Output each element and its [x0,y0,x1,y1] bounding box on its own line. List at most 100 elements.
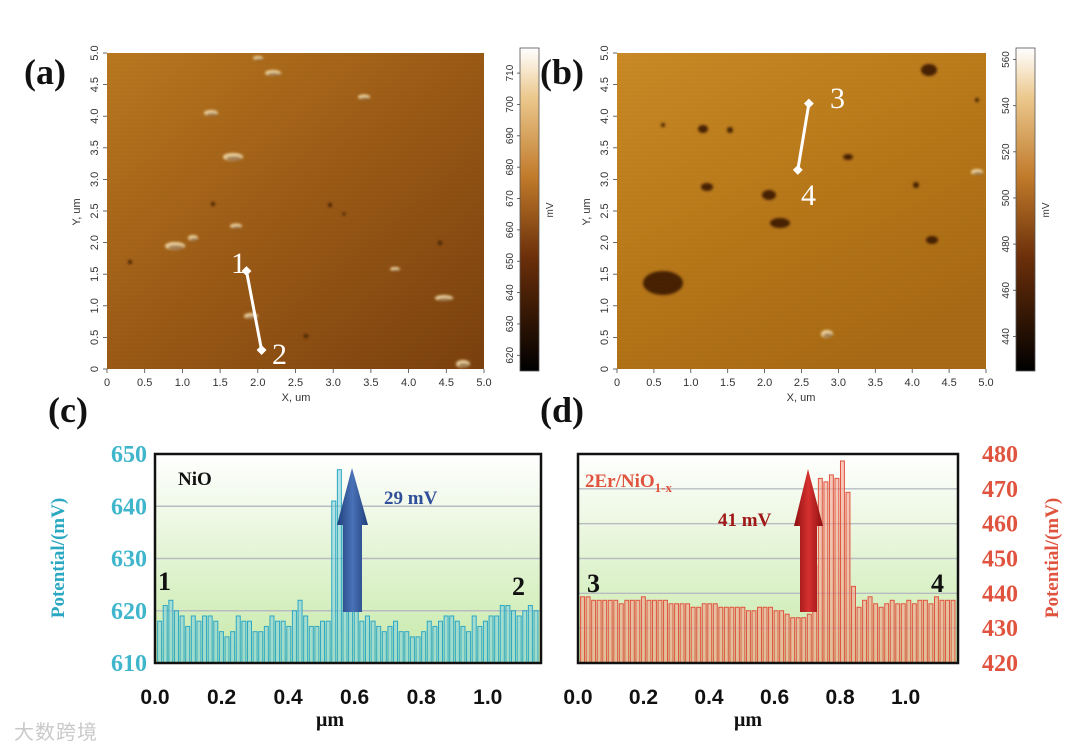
bar [651,599,657,664]
afm-a-x-axis-label: X, um [282,392,311,404]
chart-c-frame [153,452,543,665]
y-tick-label: 2.0 [599,235,611,250]
x-tick-label: 0.5 [646,377,661,389]
bar [845,491,851,664]
particle-shadow [255,58,263,61]
bar [235,615,241,664]
x-tick-label: 3.0 [326,377,341,389]
bar [801,617,807,664]
x-tick-label: 3.5 [363,377,378,389]
marker-label-2: 2 [272,338,287,371]
bar [325,620,331,664]
bar [745,610,751,664]
y-tick-label: 0.5 [89,330,101,345]
bar [381,631,387,664]
bar [494,615,500,664]
particle [762,190,776,200]
particle [643,271,683,295]
x-tick-label: 0.4 [274,686,304,709]
bar [359,620,365,664]
panel-label-d: (d) [540,390,584,430]
bar [895,603,901,664]
particle [926,236,938,244]
particle [304,334,308,338]
panel-label-c: (c) [48,390,88,430]
profile-marker-2 [256,345,267,355]
bar [878,606,884,664]
x-tick-label: 2.5 [288,377,303,389]
bar [471,615,477,664]
y-tick-label: 650 [111,442,147,468]
bar [404,631,410,664]
bar [263,625,269,664]
bar [928,603,934,664]
bar [657,599,663,664]
chart-c-start-label: 1 [158,567,171,596]
particle [698,125,708,133]
bar [884,603,890,664]
y-tick-label: 5.0 [599,45,611,60]
profile-line-b [796,103,811,171]
x-tick-label: 1.0 [683,377,698,389]
bar [690,606,696,664]
particle-shadow [458,363,470,368]
particle-shadow [360,97,370,100]
y-tick-label: 2.5 [599,203,611,218]
bar [712,603,718,664]
y-tick-label: 450 [982,547,1018,573]
y-tick-label: 3.0 [599,172,611,187]
particle [843,154,853,160]
particle [328,203,332,207]
particle-shadow [973,171,983,176]
chart-d-annotation: 41 mV [718,510,772,531]
bar [258,631,264,664]
bar [602,599,608,664]
y-tick-label: 1.5 [89,267,101,282]
x-tick-label: 5.0 [476,377,491,389]
colorbar-tick-label: 660 [505,221,516,238]
afm-b-colorbar-ticks: 440 460 480 500 520 540 560 [1001,51,1016,345]
x-tick-label: 0.8 [407,686,437,709]
bar [585,596,591,664]
y-tick-label: 2.5 [89,203,101,218]
bar [190,615,196,664]
bar [437,620,444,664]
bar [297,599,303,664]
particle [211,202,215,206]
afm-a-colorbar-ticks: 620 630 640 650 660 670 680 690 700 710 [505,64,520,364]
bar [580,596,586,664]
x-tick-label: 3.0 [831,377,846,389]
colorbar-tick-label: 680 [505,158,516,175]
profile-marker-3 [803,98,814,109]
chart-d-sample-label: 2Er/NiO1-x [585,471,673,495]
y-tick-label: 0 [599,366,611,372]
particle [438,241,442,245]
bar [320,620,326,664]
chart-c-end-label: 2 [512,572,525,601]
y-tick-label: 3.0 [89,172,101,187]
x-tick-label: 4.0 [401,377,416,389]
particle-shadow [226,156,242,161]
bar [370,620,376,664]
bar [421,631,427,664]
chart-d-end-label: 4 [931,569,944,598]
bar [873,603,879,664]
bar [629,599,635,664]
afm-map-a: 0 0.5 1.0 1.5 2.0 2.5 3.0 3.5 4.0 4.5 5.0 0 0.5 1.0 1.… [71,45,556,404]
colorbar-tick-label: 710 [505,64,516,81]
y-tick-label: 1.5 [599,267,611,282]
bar [303,615,309,664]
profile-marker-4 [792,164,803,175]
chart-d-arrow-up [794,469,823,612]
bar [527,605,533,664]
y-tick-label: 420 [982,651,1018,677]
bar [202,615,208,664]
bar [917,599,923,664]
bar [157,620,163,664]
y-tick-label: 3.5 [599,140,611,155]
afm-a-y-axis-label: Y, um [71,198,83,225]
bar [834,477,840,664]
watermark: 大数跨境 [14,720,98,744]
x-tick-label: 4.5 [439,377,454,389]
